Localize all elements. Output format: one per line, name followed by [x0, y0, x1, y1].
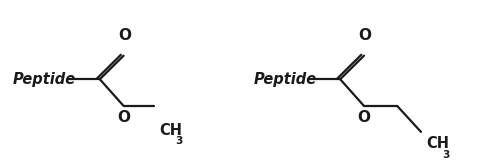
Text: O: O [358, 28, 371, 43]
Text: O: O [117, 110, 130, 125]
Text: CH: CH [160, 123, 182, 138]
Text: 3: 3 [175, 136, 183, 146]
Text: 3: 3 [442, 150, 450, 160]
Text: CH: CH [426, 136, 449, 151]
Text: Peptide: Peptide [253, 72, 317, 87]
Text: O: O [118, 28, 131, 43]
Text: O: O [357, 110, 370, 125]
Text: Peptide: Peptide [13, 72, 76, 87]
